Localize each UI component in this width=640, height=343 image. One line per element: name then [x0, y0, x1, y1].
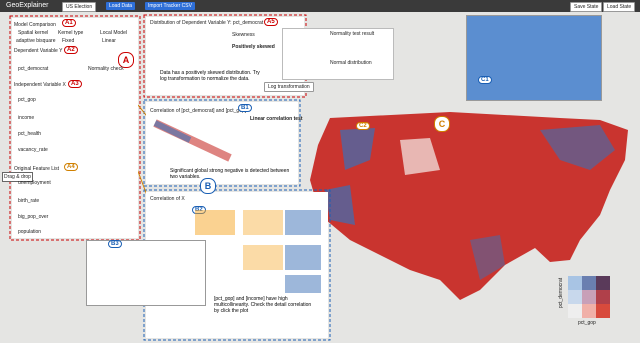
shape [540, 125, 615, 170]
panel [282, 28, 394, 80]
shape [340, 128, 375, 170]
title: Dependent Variable Y [14, 48, 63, 54]
tag: A3 [68, 80, 82, 88]
variables: income [18, 115, 35, 121]
shape [582, 276, 596, 290]
tag: A5 [264, 18, 278, 26]
shape [195, 210, 235, 235]
shape [596, 290, 610, 304]
title: Independent Variable X [14, 82, 66, 88]
message: [pct_gop] and [income] have high multico… [214, 296, 312, 314]
skewness: Skewness [232, 32, 255, 38]
tag: B1 [238, 104, 252, 112]
title: Correlation of X [150, 196, 185, 202]
title: Distribution of Dependent Variable Y: pc… [150, 20, 264, 26]
right-buttons[interactable]: Load State [603, 2, 636, 12]
label: C [434, 116, 450, 132]
shape [568, 290, 582, 304]
values: Fixed [62, 38, 75, 44]
drag: Drag & drop [2, 172, 33, 182]
legend-x: pct_gop [578, 320, 596, 326]
variables: pct_gop [18, 97, 36, 103]
shape [582, 304, 596, 318]
shape [470, 235, 505, 280]
tags: C2 [356, 122, 370, 130]
tag: A2 [64, 46, 78, 54]
headers: Local Model [100, 30, 127, 36]
tag: A1 [62, 19, 76, 27]
shape [285, 245, 321, 270]
normal: Normal distribution [330, 60, 372, 66]
buttons[interactable]: Import Tracker CSV [145, 2, 195, 10]
buttons[interactable]: US Election [62, 2, 97, 12]
tag: A4 [64, 163, 78, 171]
variables: pct_health [18, 131, 42, 137]
shape [310, 112, 628, 300]
label: A [118, 52, 134, 68]
title: Original Feature List [14, 166, 60, 172]
buttons[interactable]: Load Data [106, 2, 136, 10]
shape [143, 99, 301, 187]
values: Linear [102, 38, 116, 44]
panel [146, 102, 298, 184]
variables: vacancy_rate [18, 147, 48, 153]
shape [568, 276, 582, 290]
shape [596, 276, 610, 290]
result: Positively skewed [232, 44, 275, 50]
values: adaptive bisquare [16, 38, 56, 44]
shape [153, 120, 192, 143]
variables: population [18, 229, 42, 235]
message: Data has a positively skewed distributio… [160, 70, 260, 82]
legend-y: pct_democrat [558, 277, 565, 309]
shape [400, 138, 440, 175]
headers: Spatial kernel [18, 30, 49, 36]
scatter-thumbnail [153, 119, 232, 162]
shape [568, 304, 582, 318]
tags: B3 [108, 240, 122, 248]
variables: big_pop_over [18, 214, 49, 220]
title: Model Comparison [14, 22, 56, 28]
headers: Kernel type [58, 30, 84, 36]
right-buttons[interactable]: Save State [570, 2, 603, 12]
variables: birth_rate [18, 198, 40, 204]
shape [243, 210, 283, 235]
panel [466, 15, 602, 101]
tags: C1 [478, 76, 492, 84]
shape [285, 210, 321, 235]
variables: unemployment [18, 180, 51, 186]
test-title: Linear correlation test [250, 116, 303, 122]
label: B [200, 178, 216, 194]
shape [285, 275, 321, 293]
title: GeoExplainer [6, 2, 49, 9]
shape [582, 290, 596, 304]
action[interactable]: Normality check [88, 66, 124, 72]
test-title: Normality test result [330, 31, 375, 37]
title: Correlation of [pct_democrat] and [pct_g… [150, 108, 247, 114]
shape [596, 304, 610, 318]
panel [86, 240, 206, 306]
button[interactable]: Log transformation [264, 82, 314, 92]
variable: pct_democrat [18, 66, 49, 72]
bivariate-legend [568, 276, 610, 318]
shape [9, 15, 141, 241]
shape [325, 185, 355, 225]
message: Significant global strong negative is de… [170, 168, 290, 180]
panel [12, 18, 138, 238]
shape [243, 245, 283, 270]
scatter-matrix [195, 210, 321, 293]
